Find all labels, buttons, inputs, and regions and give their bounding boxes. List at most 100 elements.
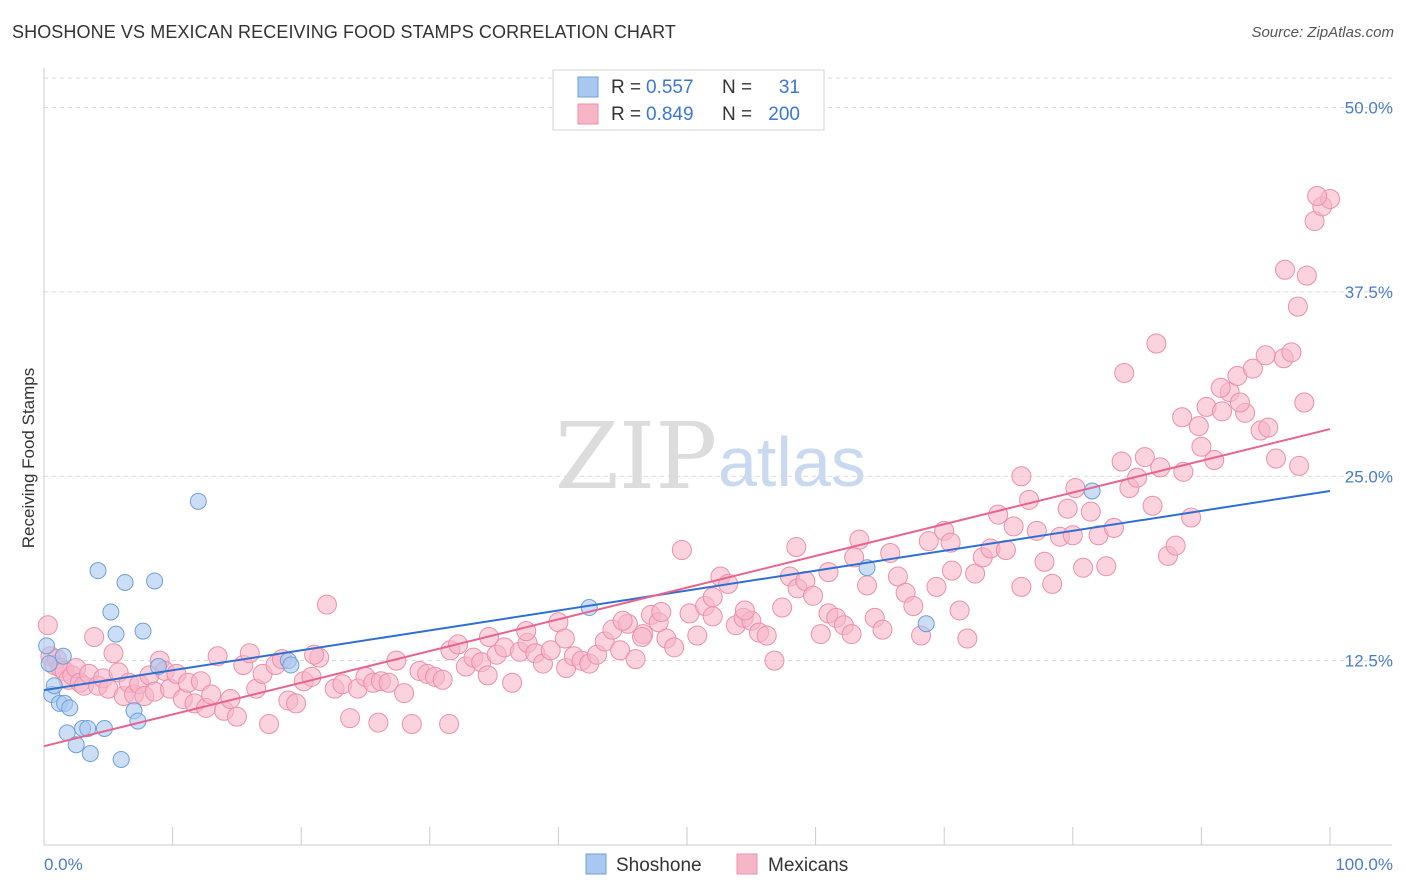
mexican-point: [1191, 436, 1212, 457]
mexican-point: [988, 504, 1009, 525]
bottom-legend-swatch-shoshone: [585, 853, 607, 875]
mexican-point: [1142, 495, 1163, 516]
mexican-point: [1146, 333, 1167, 354]
shoshone-point: [95, 719, 113, 737]
shoshone-point: [38, 637, 56, 655]
mexican-point: [764, 650, 785, 671]
legend-bottom: Shoshone Mexicans: [585, 853, 848, 876]
legend-n-label-shoshone: N =: [722, 77, 752, 98]
mexican-point: [610, 640, 631, 661]
mexican-point: [625, 649, 646, 670]
mexican-point: [226, 706, 247, 727]
watermark-atlas: atlas: [718, 423, 866, 501]
mexican-point: [1011, 576, 1032, 597]
shoshone-point: [45, 677, 63, 695]
mexican-point: [1111, 451, 1132, 472]
mexican-point: [1172, 407, 1193, 428]
mexican-point: [1307, 186, 1328, 206]
mexican-point: [786, 537, 807, 558]
shoshone-point: [112, 750, 130, 768]
mexican-point: [857, 575, 878, 596]
mexican-point: [995, 540, 1016, 560]
mexican-point: [1165, 535, 1186, 556]
mexican-point: [1057, 498, 1078, 519]
mexican-point: [1065, 478, 1086, 499]
mexican-point: [201, 684, 222, 705]
mexican-point: [702, 587, 723, 608]
shoshone-point: [89, 562, 107, 580]
mexican-point: [940, 532, 961, 553]
mexican-point: [918, 531, 939, 552]
legend-r-value-mexicans: 0.849: [646, 104, 694, 125]
y-axis-title: Receiving Food Stamps: [19, 368, 38, 548]
mexican-point: [84, 627, 105, 648]
shoshone-point: [134, 622, 152, 640]
mexican-point: [207, 646, 228, 667]
mexican-point: [502, 672, 523, 693]
mexican-trend-line: [43, 428, 1331, 748]
mexican-point: [301, 666, 322, 687]
mexican-point: [1229, 392, 1250, 413]
mexican-point: [1011, 466, 1032, 487]
mexican-point: [756, 625, 777, 646]
mexican-point: [340, 708, 361, 729]
mexican-point: [1287, 296, 1308, 317]
y-tick-label: 12.5%: [1345, 652, 1393, 671]
mexican-point: [1274, 259, 1295, 280]
mexican-point: [671, 540, 692, 560]
mexican-point: [841, 624, 862, 645]
mexican-point: [190, 671, 211, 692]
mexican-point: [477, 665, 498, 686]
mexican-point: [687, 625, 708, 646]
mexican-point: [1188, 416, 1209, 437]
mexican-point: [1211, 401, 1232, 422]
shoshone-trend-line: [43, 490, 1331, 692]
shoshone-point: [146, 572, 164, 590]
mexican-point: [941, 560, 962, 581]
mexican-point: [664, 637, 685, 658]
mexican-point: [1289, 455, 1310, 476]
mexican-point: [368, 712, 389, 733]
chart-source: Source: ZipAtlas.com: [1251, 24, 1394, 41]
mexican-point: [1294, 392, 1315, 413]
shoshone-point: [917, 615, 935, 633]
mexican-point: [1281, 342, 1302, 363]
legend-swatch-mexicans: [577, 103, 599, 125]
mexican-point: [1034, 551, 1055, 572]
legend-swatch-shoshone: [577, 76, 599, 98]
mexican-point: [439, 714, 460, 735]
mexican-point: [1080, 501, 1101, 522]
mexican-point: [1103, 517, 1124, 538]
legend-r-label-shoshone: R =: [611, 77, 641, 98]
legend-top: R = 0.557 N = 31 R = 0.849 N = 200: [552, 69, 825, 131]
mexican-point: [734, 600, 755, 621]
mexican-point: [949, 600, 970, 621]
mexican-point: [1062, 525, 1083, 546]
shoshone-point: [189, 492, 207, 510]
shoshone-point: [81, 745, 99, 763]
legend-r-value-shoshone: 0.557: [646, 77, 694, 98]
shoshone-point: [54, 647, 72, 665]
mexican-point: [903, 596, 924, 617]
mexican-point: [1242, 358, 1263, 379]
mexican-point: [37, 615, 58, 636]
mexican-point: [516, 621, 537, 642]
shoshone-point: [116, 573, 134, 591]
trend-lines: [43, 428, 1331, 748]
bottom-legend-label-mexicans: Mexicans: [768, 855, 848, 876]
mexican-point: [1150, 457, 1171, 478]
mexican-point: [1042, 573, 1063, 594]
mexican-point: [1114, 363, 1135, 383]
shoshone-point: [61, 699, 79, 717]
mexican-point: [844, 547, 865, 568]
y-tick-label: 50.0%: [1345, 99, 1393, 118]
mexican-point: [957, 628, 978, 649]
mexican-point: [401, 714, 422, 735]
mexican-point: [926, 576, 947, 597]
mexican-point: [1073, 557, 1094, 578]
x-tick-label-min: 0.0%: [44, 855, 83, 874]
mexican-point: [103, 643, 124, 664]
mexican-point: [316, 594, 337, 615]
bottom-legend-label-shoshone: Shoshone: [616, 855, 702, 876]
